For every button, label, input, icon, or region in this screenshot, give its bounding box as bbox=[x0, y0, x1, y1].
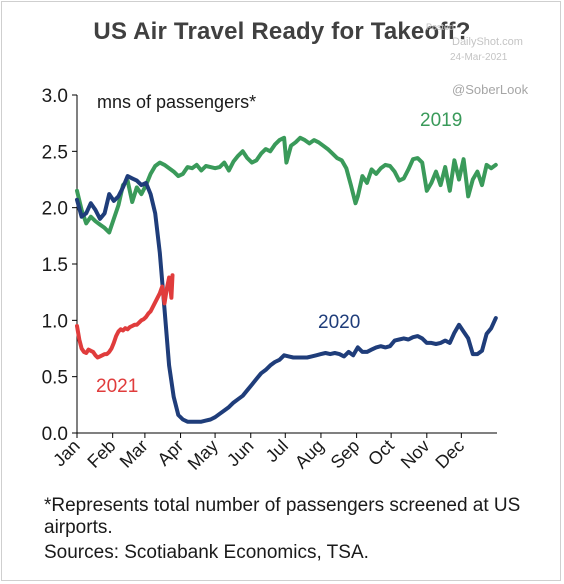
sources-note: Sources: Scotiabank Economics, TSA. bbox=[44, 542, 369, 563]
y-tick-label: 2.5 bbox=[42, 142, 68, 163]
series-label-2019: 2019 bbox=[420, 110, 462, 131]
y-tick-label: 3.0 bbox=[42, 86, 68, 107]
x-tick-label: May bbox=[184, 436, 222, 474]
watermark-posted: Posted bbox=[426, 22, 455, 32]
x-tick-label: Oct bbox=[364, 436, 398, 470]
y-tick-label: 1.0 bbox=[42, 311, 68, 332]
x-tick-label: Feb bbox=[83, 436, 119, 472]
watermark-date: 24-Mar-2021 bbox=[450, 52, 508, 63]
series-label-2020: 2020 bbox=[318, 312, 360, 333]
x-tick-label: Jun bbox=[223, 436, 258, 471]
y-tick-label: 0.5 bbox=[42, 368, 68, 389]
series-line-2019 bbox=[75, 135, 498, 235]
x-tick-label: Aug bbox=[291, 436, 328, 473]
x-tick-label: Apr bbox=[153, 436, 187, 470]
watermark-site: DailyShot.com bbox=[452, 36, 523, 48]
x-tick-label: Sep bbox=[327, 436, 364, 473]
y-tick-label: 0.0 bbox=[42, 424, 68, 445]
x-tick-label: Mar bbox=[116, 436, 152, 472]
series-line-2020 bbox=[75, 174, 498, 424]
watermark-handle: @SoberLook bbox=[452, 82, 529, 97]
y-axis-label: mns of passengers* bbox=[97, 92, 256, 112]
footnote: *Represents total number of passengers s… bbox=[44, 495, 521, 538]
series-label-2021: 2021 bbox=[96, 376, 138, 397]
y-tick-label: 2.0 bbox=[42, 199, 68, 220]
chart-title: US Air Travel Ready for Takeoff? bbox=[93, 18, 471, 45]
x-tick-label: Nov bbox=[397, 436, 434, 473]
x-tick-label: Jul bbox=[262, 436, 292, 466]
series-line-2021 bbox=[75, 273, 175, 360]
y-tick-label: 1.5 bbox=[42, 255, 68, 276]
x-tick-label: Dec bbox=[431, 436, 468, 473]
